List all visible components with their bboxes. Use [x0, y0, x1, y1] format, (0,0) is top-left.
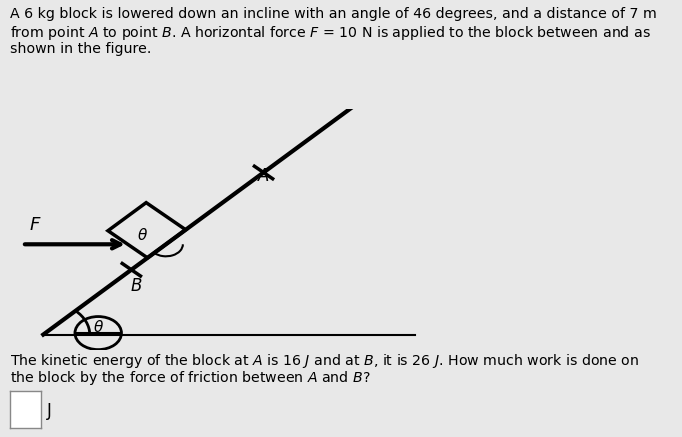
Text: θ: θ [93, 320, 103, 335]
Text: F: F [29, 216, 40, 234]
Text: θ: θ [138, 229, 147, 243]
Text: J: J [46, 402, 51, 420]
Text: shown in the figure.: shown in the figure. [10, 42, 151, 55]
Text: B: B [131, 277, 143, 295]
Text: from point $\mathit{A}$ to point $\mathit{B}$. A horizontal force $\mathit{F}$ =: from point $\mathit{A}$ to point $\mathi… [10, 24, 651, 42]
Text: A 6 kg block is lowered down an incline with an angle of 46 degrees, and a dista: A 6 kg block is lowered down an incline … [10, 7, 657, 21]
Text: the block by the force of friction between $\mathit{A}$ and $\mathit{B}$?: the block by the force of friction betwe… [10, 369, 371, 387]
Text: The kinetic energy of the block at $\mathit{A}$ is 16 $\mathit{J}$ and at $\math: The kinetic energy of the block at $\mat… [10, 352, 640, 370]
Text: A: A [258, 167, 269, 185]
